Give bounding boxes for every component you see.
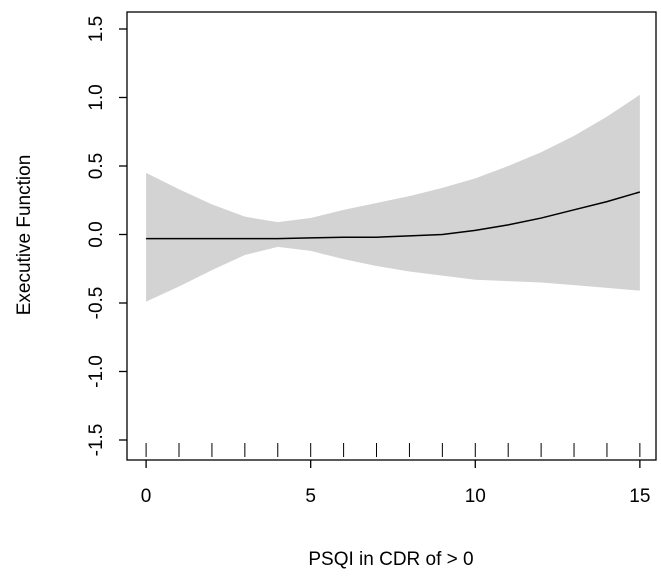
x-axis-title: PSQI in CDR of > 0 bbox=[308, 549, 473, 570]
confidence-band bbox=[146, 94, 640, 302]
x-tick-label: 0 bbox=[141, 486, 152, 507]
y-tick-label: 0.0 bbox=[86, 221, 107, 247]
x-tick-label: 10 bbox=[465, 486, 486, 507]
x-tick-label: 15 bbox=[629, 486, 650, 507]
x-tick-label: 5 bbox=[305, 486, 316, 507]
y-tick-label: 0.5 bbox=[86, 153, 107, 179]
y-tick-label: -0.5 bbox=[86, 287, 107, 320]
plot-frame bbox=[126, 11, 657, 461]
y-tick-label: 1.5 bbox=[86, 16, 107, 42]
y-tick-label: -1.0 bbox=[86, 355, 107, 388]
y-axis-title: Executive Function bbox=[14, 155, 35, 316]
y-tick-label: 1.0 bbox=[86, 84, 107, 110]
fit-line bbox=[146, 191, 641, 240]
y-tick-label: -1.5 bbox=[86, 424, 107, 457]
